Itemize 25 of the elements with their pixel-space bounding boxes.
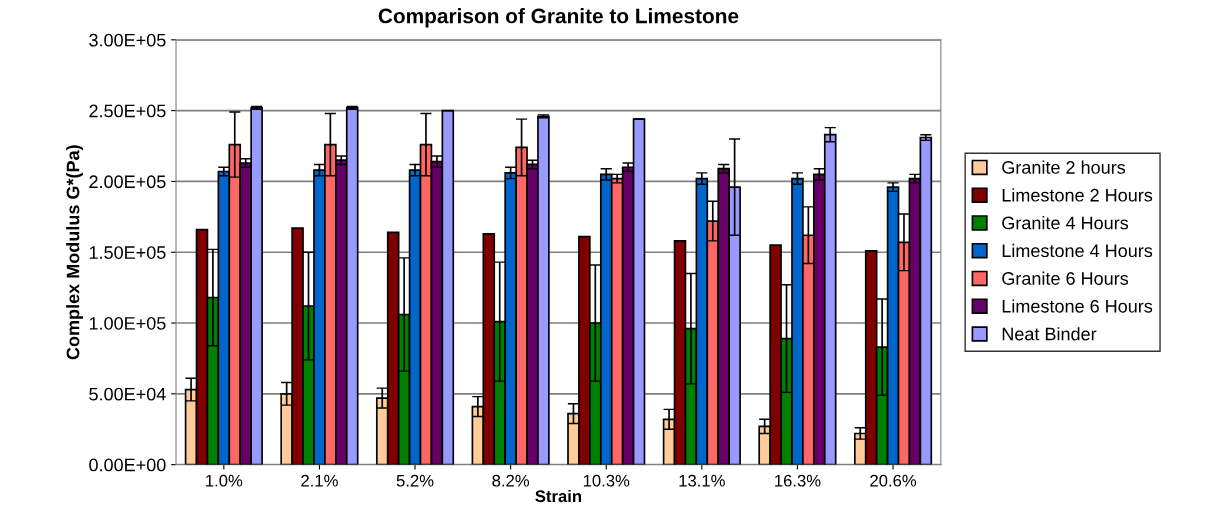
y-tick-label: 1.50E+05 (89, 246, 166, 259)
y-tick-label: 0.00E+00 (89, 458, 166, 472)
legend-label: Granite 6 Hours (1002, 271, 1129, 285)
x-tick-label: 16.3% (775, 474, 821, 487)
legend-label: Granite 2 hours (1002, 160, 1126, 174)
x-tick-label: 8.2% (492, 474, 530, 487)
y-tick-label: 3.00E+05 (89, 33, 166, 47)
legend-label: Neat Binder (1002, 327, 1097, 341)
y-tick-label: 2.50E+05 (89, 104, 166, 118)
x-tick-label: 20.6% (870, 474, 917, 487)
x-tick-label: 10.3% (583, 474, 630, 487)
x-tick-label: 1.0% (206, 474, 243, 487)
y-tick-label: 1.00E+05 (89, 316, 166, 330)
y-tick-label: 5.00E+04 (89, 387, 166, 401)
y-axis-title: Complex Modulus G*(Pa) (66, 145, 83, 360)
x-tick-label: 5.2% (396, 474, 434, 487)
x-axis-title: Strain (535, 489, 582, 503)
y-tick-label: 2.00E+05 (89, 175, 166, 189)
legend-label: Limestone 4 Hours (1002, 243, 1153, 258)
x-tick-label: 2.1% (301, 474, 338, 487)
chart-title: Comparison of Granite to Limestone (378, 8, 739, 28)
legend-label: Limestone 2 Hours (1002, 188, 1153, 202)
legend-label: Granite 4 Hours (1002, 216, 1129, 230)
legend-label: Limestone 6 Hours (1002, 299, 1153, 313)
x-tick-label: 13.1% (679, 474, 725, 487)
